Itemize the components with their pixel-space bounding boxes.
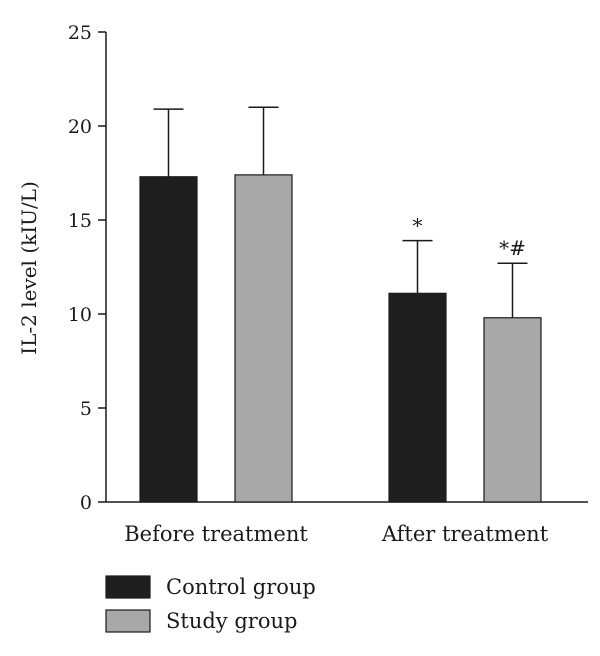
y-tick-label: 20 [68, 116, 92, 138]
y-tick-label: 5 [80, 398, 92, 420]
legend: Control group Study group [105, 575, 316, 633]
y-tick-label: 25 [68, 22, 92, 44]
y-tick-label: 15 [68, 210, 92, 232]
y-axis-title: IL-2 level (kIU/L) [17, 181, 41, 355]
significance-mark: * [413, 214, 423, 238]
legend-label: Control group [166, 575, 316, 599]
bars [139, 174, 542, 503]
legend-swatch [105, 575, 151, 599]
bar-control-after [388, 292, 447, 503]
legend-label: Study group [166, 609, 297, 633]
bar-study-before [234, 174, 293, 503]
y-ticks: 0 5 10 15 20 25 [68, 22, 106, 514]
error-bars [153, 106, 528, 318]
category-label: After treatment [381, 522, 549, 546]
category-label: Before treatment [124, 522, 308, 546]
bar-study-after [483, 317, 542, 503]
significance-mark: *# [499, 236, 526, 260]
legend-swatch [105, 609, 151, 633]
y-tick-label: 10 [68, 304, 92, 326]
significance-annotations: * *# [413, 214, 526, 261]
y-tick-label: 0 [80, 492, 92, 514]
bar-control-before [139, 176, 198, 503]
category-labels: Before treatment After treatment [124, 522, 549, 546]
